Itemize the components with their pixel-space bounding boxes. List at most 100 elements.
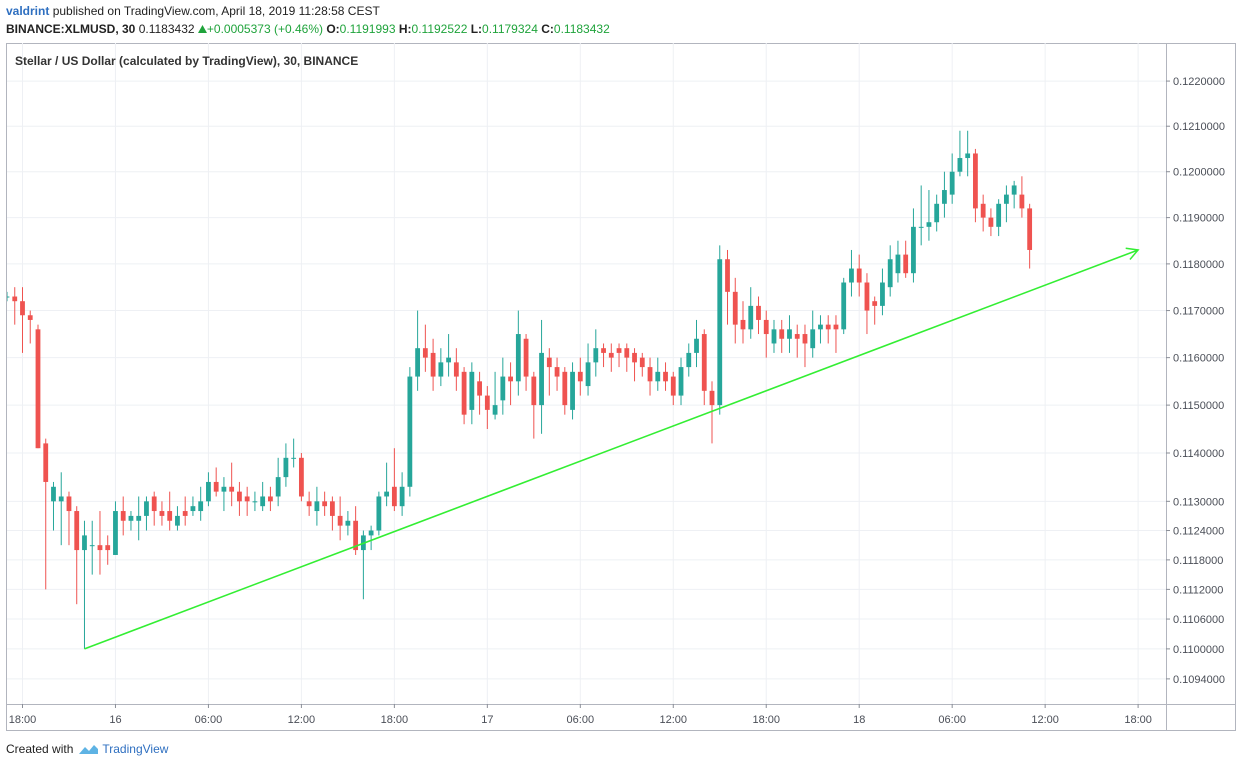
candle-body bbox=[500, 376, 506, 401]
candle-body bbox=[546, 357, 552, 368]
y-tick-label: 0.1150000 bbox=[1173, 400, 1224, 412]
candle-body bbox=[229, 486, 235, 492]
candle-body bbox=[570, 371, 575, 410]
candle-body bbox=[686, 352, 692, 368]
ohlc-value: 0.1179324 bbox=[482, 22, 538, 36]
candle-body bbox=[198, 501, 204, 512]
x-tick-label: 18:00 bbox=[752, 714, 780, 726]
candle-body bbox=[616, 348, 622, 353]
ohlc-label: O: bbox=[326, 22, 340, 36]
x-tick-label: 12:00 bbox=[1031, 714, 1059, 726]
candle-body bbox=[980, 203, 986, 218]
y-tick-label: 0.1190000 bbox=[1173, 213, 1224, 225]
candle-body bbox=[275, 477, 281, 497]
candle-body bbox=[120, 511, 126, 521]
ohlc-value: 0.1183432 bbox=[553, 22, 610, 36]
candle-body bbox=[306, 501, 312, 507]
chart-title: Stellar / US Dollar (calculated by Tradi… bbox=[15, 54, 358, 68]
candle-body bbox=[957, 158, 963, 172]
candle-body bbox=[144, 501, 149, 516]
candle-body bbox=[461, 371, 467, 415]
candle-body bbox=[539, 352, 544, 406]
candle-body bbox=[97, 545, 103, 551]
y-tick-label: 0.1200000 bbox=[1173, 167, 1225, 179]
x-tick-label: 18:00 bbox=[381, 714, 409, 726]
candle-body bbox=[849, 268, 854, 283]
candle-body bbox=[717, 259, 723, 406]
candle-body bbox=[492, 405, 498, 415]
y-tick-label: 0.1170000 bbox=[1173, 306, 1224, 318]
candle-body bbox=[43, 443, 49, 482]
candle-body bbox=[732, 291, 738, 325]
candle-body bbox=[484, 395, 490, 410]
candle-body bbox=[794, 334, 800, 339]
candle-body bbox=[337, 515, 343, 526]
y-tick-label: 0.1124000 bbox=[1173, 526, 1224, 538]
candle-body bbox=[298, 457, 304, 497]
candle-body bbox=[802, 334, 808, 344]
candle-body bbox=[655, 371, 661, 382]
x-tick-label: 16 bbox=[109, 714, 121, 726]
candle-body bbox=[639, 357, 645, 368]
y-tick-label: 0.1160000 bbox=[1173, 353, 1224, 365]
candle-body bbox=[82, 535, 87, 551]
y-tick-label: 0.1140000 bbox=[1173, 448, 1224, 460]
brand-logo bbox=[79, 745, 99, 754]
x-tick-label: 18:00 bbox=[1124, 714, 1152, 726]
last-price: 0.1183432 bbox=[138, 22, 195, 36]
candle-body bbox=[167, 511, 173, 521]
candle-body bbox=[833, 324, 839, 330]
candle-body bbox=[268, 496, 273, 502]
candle-body bbox=[810, 329, 816, 349]
trend-line bbox=[84, 247, 1140, 650]
candle-body bbox=[353, 520, 359, 551]
up-arrow-icon bbox=[197, 25, 207, 33]
candle-body bbox=[89, 545, 95, 547]
candle-body bbox=[647, 367, 653, 382]
candle-body bbox=[368, 530, 374, 536]
candle-body bbox=[1027, 208, 1033, 250]
candle-body bbox=[415, 348, 421, 377]
chart: 0.1220000 0.1210000 0.1200000 0.1190000 0.11… bbox=[6, 43, 1236, 731]
candle-body bbox=[949, 171, 955, 195]
candle-body bbox=[213, 481, 219, 492]
ohlc-label: L: bbox=[470, 22, 483, 36]
candle-body bbox=[856, 268, 862, 283]
y-tick-label: 0.1112000 bbox=[1173, 584, 1223, 596]
y-tick-label: 0.1130000 bbox=[1173, 496, 1224, 508]
candle-body bbox=[577, 371, 583, 382]
x-tick-label: 06:00 bbox=[567, 714, 595, 726]
candle-body bbox=[244, 496, 250, 502]
candle-body bbox=[469, 371, 475, 410]
candle-body bbox=[624, 348, 630, 358]
candle-body bbox=[105, 545, 111, 551]
x-tick-label: 18 bbox=[853, 714, 865, 726]
candle-body bbox=[508, 376, 513, 382]
y-tick-label: 0.1118000 bbox=[1173, 555, 1223, 567]
candle-body bbox=[20, 301, 25, 316]
candle-body bbox=[841, 282, 847, 330]
candle-body bbox=[709, 390, 715, 406]
candle-body bbox=[670, 376, 676, 396]
candle-body bbox=[926, 222, 932, 227]
candle-body bbox=[880, 282, 885, 306]
symbol: BINANCE:XLMUSD, 30 bbox=[6, 22, 136, 36]
candle-body bbox=[438, 362, 444, 377]
candle-body bbox=[446, 357, 451, 363]
candle-body bbox=[136, 515, 142, 521]
candle-body bbox=[175, 515, 180, 526]
candle-body bbox=[221, 486, 227, 492]
candle-body bbox=[314, 501, 320, 512]
candle-body bbox=[911, 226, 916, 274]
candle-body bbox=[260, 496, 266, 507]
candle-body bbox=[12, 296, 18, 302]
candle-body bbox=[632, 352, 637, 363]
candle-body bbox=[291, 457, 297, 459]
candle-body bbox=[918, 226, 924, 228]
candle-body bbox=[1019, 194, 1025, 209]
candle-body bbox=[283, 457, 289, 478]
candle-body bbox=[608, 352, 614, 358]
candle-body bbox=[252, 501, 258, 503]
candle-body bbox=[887, 259, 893, 288]
